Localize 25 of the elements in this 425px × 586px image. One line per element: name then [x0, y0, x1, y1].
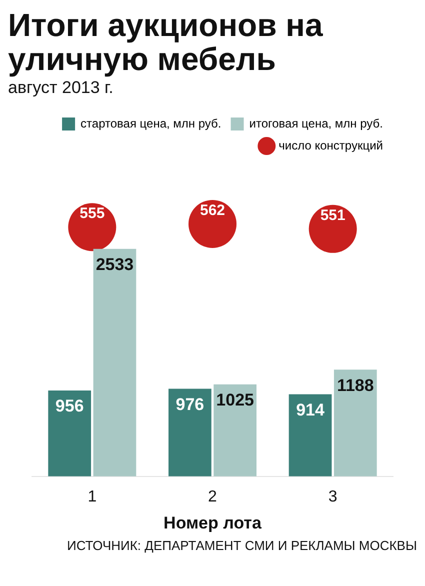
legend-label: стартовая цена, млн руб. [80, 116, 222, 130]
x-tick-label: 2 [208, 488, 218, 506]
data-label: 956 [55, 396, 84, 416]
text: ИСТОЧНИК: ДЕПАРТАМЕНТ СМИ И РЕКЛАМЫ МОСКВЫ [66, 538, 417, 553]
bar [334, 370, 377, 476]
x-axis-title: Номер лота [164, 513, 262, 532]
chart-title: Итоги аукционов на уличную мебель [8, 7, 324, 77]
data-label: 1025 [216, 390, 254, 410]
x-tick-label: 3 [328, 488, 338, 506]
data-label: 1188 [336, 376, 374, 395]
legend-label: итоговая цена, млн руб. [249, 116, 384, 130]
x-tick-label: 1 [88, 488, 97, 506]
data-label: 914 [296, 400, 325, 420]
data-label: 551 [320, 206, 346, 224]
bar [168, 388, 212, 476]
data-label: 2533 [96, 255, 134, 274]
bar [288, 394, 332, 476]
data-label: 562 [200, 202, 226, 219]
chart-subtitle: август 2013 г. [8, 78, 114, 98]
data-label: 976 [176, 394, 204, 414]
legend-label: число конструкций [278, 138, 384, 152]
bar [93, 248, 136, 476]
data-label: 555 [80, 205, 105, 222]
bar [48, 390, 92, 476]
bar [214, 384, 256, 476]
